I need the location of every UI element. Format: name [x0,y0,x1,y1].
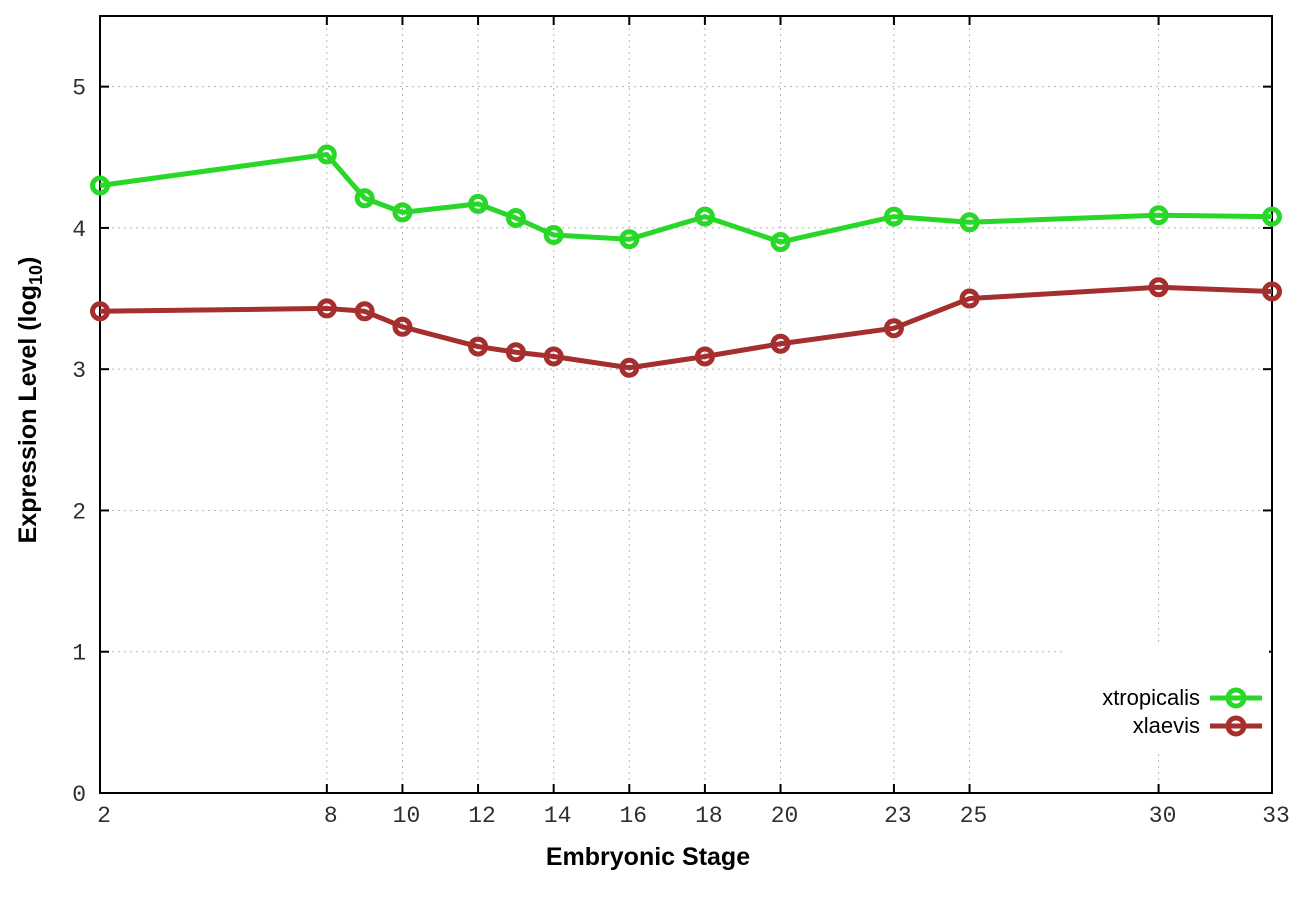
legend-item: xlaevis [1064,712,1269,740]
svg-text:14: 14 [544,803,572,829]
series-xtropicalis [90,144,1282,253]
svg-text:4: 4 [72,217,86,243]
line-circle-marker-icon [1210,687,1262,709]
svg-text:2: 2 [72,499,86,525]
svg-text:2: 2 [97,803,111,829]
svg-text:16: 16 [619,803,647,829]
svg-text:5: 5 [72,76,86,102]
legend-label: xlaevis [1132,713,1200,738]
y-axis-title-text: Expression Level (log [14,284,42,544]
svg-text:18: 18 [695,803,723,829]
svg-text:20: 20 [771,803,799,829]
svg-text:10: 10 [393,803,421,829]
svg-text:33: 33 [1262,803,1290,829]
x-axis-title: Embryonic Stage [545,843,751,871]
svg-text:25: 25 [960,803,988,829]
svg-text:30: 30 [1149,803,1177,829]
series-xlaevis [90,277,1282,378]
svg-text:1: 1 [72,641,86,667]
svg-text:0: 0 [72,782,86,808]
svg-text:12: 12 [468,803,496,829]
y-axis-title-suffix: ) [14,256,42,265]
y-axis-title-subscript: 10 [26,264,46,285]
legend-item: xtropicalis [1064,684,1269,712]
line-circle-marker-icon [1210,715,1262,737]
y-axis-title: Expression Level (log10) [14,257,47,544]
legend-label: xtropicalis [1102,685,1200,710]
axes-border [99,15,1273,794]
svg-text:8: 8 [324,803,338,829]
svg-text:23: 23 [884,803,912,829]
legend: xtropicalis xlaevis [1064,644,1269,750]
svg-text:3: 3 [72,358,86,384]
